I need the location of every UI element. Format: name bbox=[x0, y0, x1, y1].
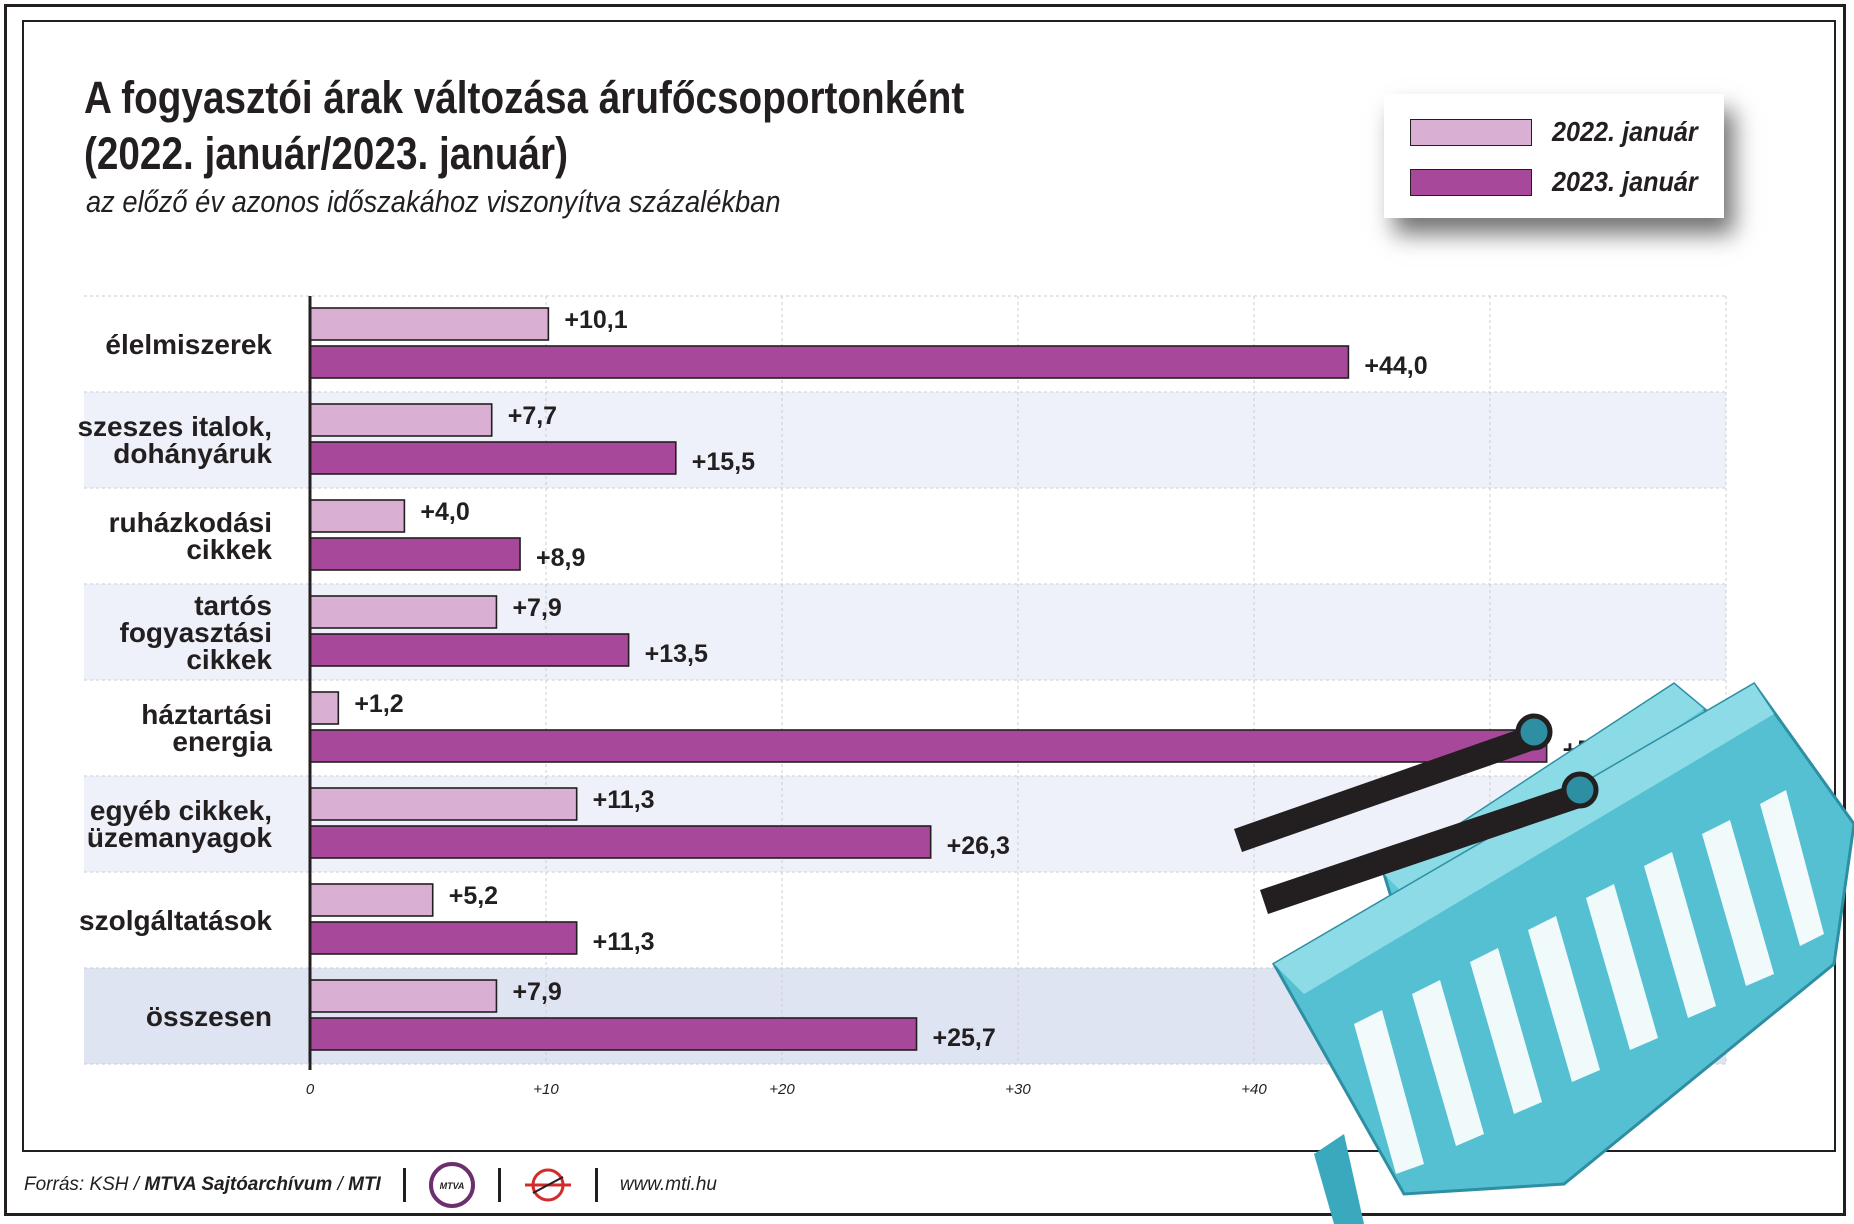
chart-title: A fogyasztói árak változása árufőcsoport… bbox=[84, 70, 964, 182]
outer-frame bbox=[4, 4, 1846, 1216]
category-label: szeszes italok, dohányáruk bbox=[77, 411, 272, 469]
chart-subtitle: az előző év azonos időszakához viszonyít… bbox=[86, 184, 781, 219]
legend-swatch-2023 bbox=[1410, 168, 1532, 196]
footer-divider bbox=[594, 1168, 598, 1202]
mtva-logo: MTVA bbox=[428, 1162, 475, 1208]
legend-swatch-2022 bbox=[1410, 118, 1532, 146]
mti-logo-icon bbox=[524, 1168, 571, 1202]
category-label: egyéb cikkek, üzemanyagok bbox=[86, 795, 272, 853]
website-link[interactable]: www.mti.hu bbox=[619, 1174, 717, 1195]
basket-handles bbox=[1234, 713, 1599, 914]
source-note: Forrás: KSH / MTVA Sajtóarchívum / MTI bbox=[24, 1174, 381, 1196]
legend: 2022. január 2023. január bbox=[1384, 94, 1724, 218]
category-label: összesen bbox=[145, 1000, 272, 1032]
legend-label-2023: 2023. január bbox=[1552, 166, 1698, 197]
footer-divider bbox=[497, 1168, 501, 1202]
legend-item-2023: 2023. január bbox=[1410, 166, 1714, 198]
title-line-1: A fogyasztói árak változása árufőcsoport… bbox=[84, 72, 965, 123]
title-line-2: (2022. január/2023. január) bbox=[84, 128, 569, 179]
source-separator: / bbox=[332, 1174, 349, 1195]
source-mti: MTI bbox=[348, 1174, 381, 1195]
footer-divider bbox=[402, 1168, 406, 1202]
footer: Forrás: KSH / MTVA Sajtóarchívum / MTI M… bbox=[24, 1162, 717, 1208]
category-label: élelmiszerek bbox=[105, 328, 272, 360]
category-label: ruházkodási cikkek bbox=[108, 507, 272, 565]
basket-front bbox=[1271, 682, 1854, 1224]
source-archive: MTVA Sajtóarchívum bbox=[144, 1174, 333, 1195]
shopping-basket-illustration bbox=[1234, 682, 1854, 1224]
category-label: tartós fogyasztási cikkek bbox=[119, 589, 273, 675]
source-prefix: Forrás: KSH / bbox=[24, 1174, 145, 1195]
category-label: háztartási energia bbox=[141, 699, 272, 757]
legend-item-2022: 2022. január bbox=[1410, 116, 1714, 148]
category-label: szolgáltatások bbox=[79, 904, 272, 936]
svg-text:MTVA: MTVA bbox=[439, 1181, 464, 1191]
legend-label-2022: 2022. január bbox=[1552, 116, 1698, 147]
